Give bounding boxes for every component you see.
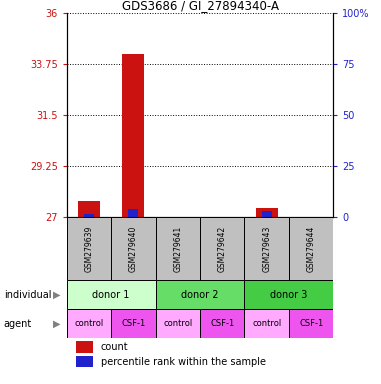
Bar xyxy=(122,54,144,217)
Text: GSM279643: GSM279643 xyxy=(262,225,271,272)
Bar xyxy=(155,280,245,309)
Text: count: count xyxy=(101,342,129,352)
Bar xyxy=(76,356,93,367)
Bar xyxy=(155,217,200,280)
Bar xyxy=(289,309,333,338)
Bar xyxy=(67,217,111,280)
Text: individual: individual xyxy=(4,290,51,300)
Bar xyxy=(67,309,111,338)
Text: agent: agent xyxy=(4,318,32,329)
Bar xyxy=(262,211,272,217)
Bar xyxy=(111,217,155,280)
Bar xyxy=(155,309,200,338)
Text: CSF-1: CSF-1 xyxy=(121,319,146,328)
Bar xyxy=(256,208,278,217)
Text: GSM279642: GSM279642 xyxy=(218,225,227,272)
Text: ▶: ▶ xyxy=(53,318,61,329)
Text: donor 2: donor 2 xyxy=(181,290,219,300)
Bar xyxy=(84,214,94,217)
Text: ▶: ▶ xyxy=(53,290,61,300)
Bar xyxy=(76,341,93,353)
Text: GSM279640: GSM279640 xyxy=(129,225,138,272)
Bar xyxy=(67,280,155,309)
Bar xyxy=(111,309,155,338)
Text: donor 1: donor 1 xyxy=(93,290,130,300)
Bar xyxy=(289,217,333,280)
Text: control: control xyxy=(163,319,192,328)
Text: GSM279639: GSM279639 xyxy=(85,225,93,272)
Bar xyxy=(200,217,245,280)
Bar xyxy=(245,217,289,280)
Text: CSF-1: CSF-1 xyxy=(210,319,234,328)
Text: percentile rank within the sample: percentile rank within the sample xyxy=(101,357,266,367)
Bar xyxy=(128,209,138,217)
Text: control: control xyxy=(74,319,104,328)
Text: CSF-1: CSF-1 xyxy=(299,319,323,328)
Bar xyxy=(245,280,333,309)
Bar xyxy=(245,309,289,338)
Bar xyxy=(78,201,100,217)
Text: GSM279644: GSM279644 xyxy=(307,225,315,272)
Bar xyxy=(200,309,245,338)
Text: donor 3: donor 3 xyxy=(270,290,307,300)
Text: control: control xyxy=(252,319,281,328)
Text: GSM279641: GSM279641 xyxy=(173,225,182,272)
Title: GDS3686 / GI_27894340-A: GDS3686 / GI_27894340-A xyxy=(122,0,279,12)
